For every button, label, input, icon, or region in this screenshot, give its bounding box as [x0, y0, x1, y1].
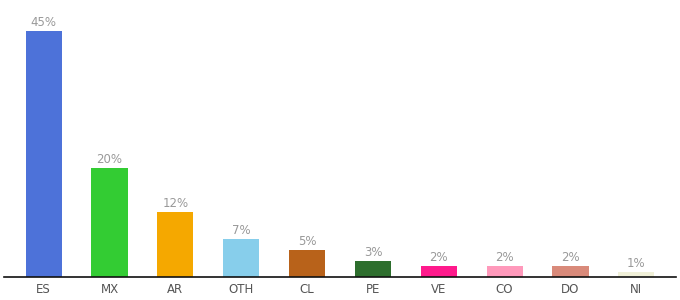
Bar — [552, 266, 589, 277]
Bar — [157, 212, 194, 277]
Text: 3%: 3% — [364, 246, 382, 259]
Bar — [223, 239, 259, 277]
Bar — [421, 266, 457, 277]
Bar — [486, 266, 523, 277]
Bar — [355, 261, 391, 277]
Text: 5%: 5% — [298, 235, 316, 248]
Text: 20%: 20% — [97, 153, 122, 166]
Text: 1%: 1% — [627, 256, 645, 270]
Text: 2%: 2% — [495, 251, 514, 264]
Bar — [91, 168, 128, 277]
Bar — [289, 250, 325, 277]
Text: 2%: 2% — [561, 251, 580, 264]
Text: 45%: 45% — [31, 16, 56, 29]
Bar — [618, 272, 654, 277]
Text: 7%: 7% — [232, 224, 250, 237]
Bar — [26, 32, 62, 277]
Text: 12%: 12% — [163, 196, 188, 209]
Text: 2%: 2% — [430, 251, 448, 264]
